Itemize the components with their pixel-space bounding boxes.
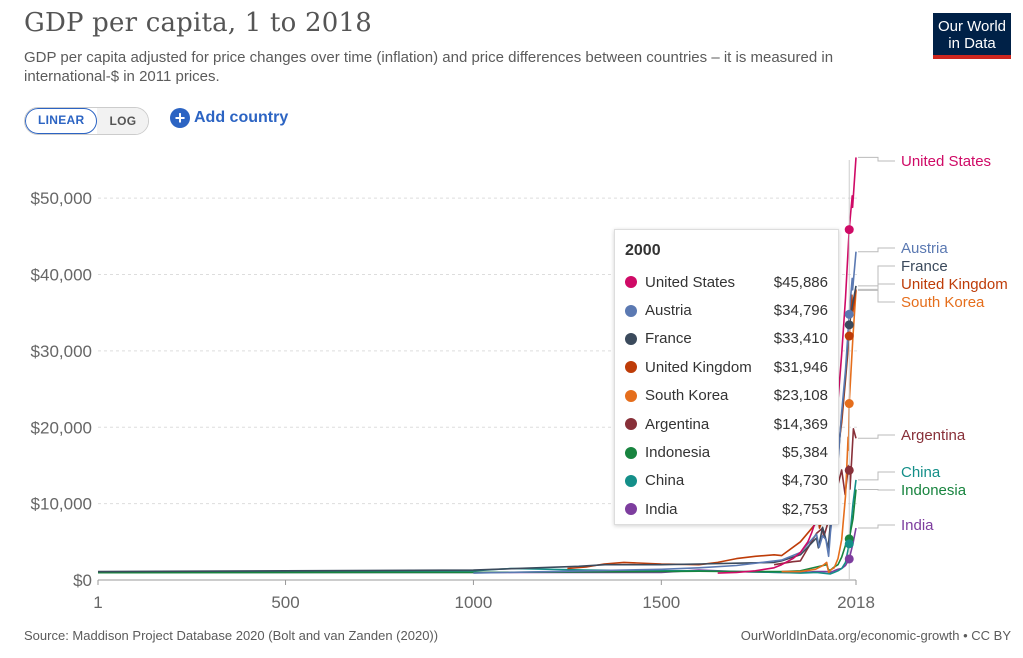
label-connector — [858, 265, 895, 287]
y-tick-label: $0 — [73, 571, 92, 590]
tooltip-value: $23,108 — [773, 387, 828, 405]
series-end-label: China — [901, 464, 941, 481]
highlight-marker — [844, 539, 854, 549]
tooltip-country: Argentina — [645, 415, 710, 433]
tooltip-country: France — [645, 330, 692, 348]
highlight-marker — [844, 225, 854, 235]
legend-dot — [625, 446, 637, 459]
tooltip-country: Indonesia — [645, 444, 711, 462]
add-country-button[interactable]: + Add country — [170, 108, 288, 128]
legend-dot — [625, 389, 637, 402]
logo-line-2: in Data — [948, 35, 996, 52]
tooltip-country: Austria — [645, 302, 692, 320]
highlight-marker — [844, 320, 854, 330]
tooltip-row: India $2,753 — [625, 495, 828, 523]
license-link[interactable]: OurWorldInData.org/economic-growth • CC … — [740, 628, 1011, 643]
tooltip-value: $33,410 — [773, 330, 828, 348]
label-connector — [858, 289, 895, 303]
y-tick-label: $50,000 — [31, 189, 92, 208]
tooltip-row: Indonesia $5,384 — [625, 438, 828, 466]
legend-dot — [625, 474, 637, 487]
legend-dot — [625, 276, 637, 289]
highlight-marker — [844, 399, 854, 409]
highlight-marker — [844, 331, 854, 341]
legend-dot — [625, 503, 637, 516]
x-tick-label: 1500 — [642, 593, 680, 612]
tooltip-value: $5,384 — [782, 444, 828, 462]
highlight-marker — [844, 465, 854, 475]
tooltip-value: $45,886 — [773, 273, 828, 291]
label-connector — [858, 434, 895, 439]
y-tick-label: $20,000 — [31, 418, 92, 437]
legend-dot — [625, 361, 637, 374]
chart-title: GDP per capita, 1 to 2018 — [24, 8, 372, 38]
tooltip-value: $34,796 — [773, 302, 828, 320]
plus-circle-icon: + — [170, 108, 190, 128]
tooltip-country: India — [645, 500, 678, 518]
tooltip-row: Austria $34,796 — [625, 296, 828, 324]
tooltip-rows: United States $45,886 Austria $34,796 France… — [625, 268, 828, 524]
tooltip-row: South Korea $23,108 — [625, 382, 828, 410]
tooltip-value: $4,730 — [782, 472, 828, 490]
label-connector — [858, 247, 895, 253]
tooltip-country: United Kingdom — [645, 358, 752, 376]
log-scale-button[interactable]: LOG — [97, 108, 149, 134]
logo-line-1: Our World — [937, 18, 1007, 35]
x-tick-label: 2018 — [837, 593, 875, 612]
tooltip-country: United States — [645, 273, 736, 291]
x-tick-label: 500 — [271, 593, 299, 612]
tooltip-value: $14,369 — [773, 415, 828, 433]
y-tick-label: $10,000 — [31, 495, 92, 514]
label-connector — [858, 489, 895, 491]
y-tick-label: $30,000 — [31, 342, 92, 361]
chart-subtitle: GDP per capita adjusted for price change… — [24, 49, 834, 85]
tooltip-row: Argentina $14,369 — [625, 410, 828, 438]
scale-toggle: LINEAR LOG — [24, 107, 150, 135]
tooltip-value: $2,753 — [782, 500, 828, 518]
series-end-label: Argentina — [901, 427, 966, 444]
series-end-label: United States — [901, 153, 991, 170]
tooltip-country: South Korea — [645, 387, 729, 405]
series-end-label: United Kingdom — [901, 276, 1008, 293]
tooltip-row: China $4,730 — [625, 467, 828, 495]
hover-tooltip: 2000 United States $45,886 Austria $34,796 F… — [614, 229, 839, 525]
tooltip-country: China — [645, 472, 685, 490]
owid-logo[interactable]: Our World in Data — [933, 13, 1011, 59]
highlight-marker — [844, 309, 854, 319]
x-tick-label: 1 — [93, 593, 102, 612]
legend-dot — [625, 304, 637, 317]
source-note[interactable]: Source: Maddison Project Database 2020 (… — [24, 628, 439, 643]
tooltip-value: $31,946 — [773, 358, 828, 376]
y-tick-label: $40,000 — [31, 266, 92, 285]
x-tick-label: 1000 — [455, 593, 493, 612]
tooltip-year: 2000 — [625, 242, 661, 259]
label-connector — [858, 471, 895, 481]
label-connector — [858, 156, 895, 162]
tooltip-row: France $33,410 — [625, 325, 828, 353]
series-end-label: Austria — [901, 240, 948, 257]
add-country-label: Add country — [194, 109, 289, 126]
series-end-label: Indonesia — [901, 482, 967, 499]
tooltip-row: United States $45,886 — [625, 268, 828, 296]
highlight-marker — [844, 554, 854, 564]
linear-scale-button[interactable]: LINEAR — [25, 108, 98, 134]
tooltip-row: United Kingdom $31,946 — [625, 353, 828, 381]
legend-dot — [625, 418, 637, 431]
series-end-label: India — [901, 517, 934, 534]
label-connector — [858, 524, 895, 529]
label-connector — [858, 283, 895, 290]
legend-dot — [625, 332, 637, 345]
series-end-label: South Korea — [901, 294, 985, 311]
series-end-label: France — [901, 258, 948, 275]
series-line-india — [98, 527, 857, 574]
